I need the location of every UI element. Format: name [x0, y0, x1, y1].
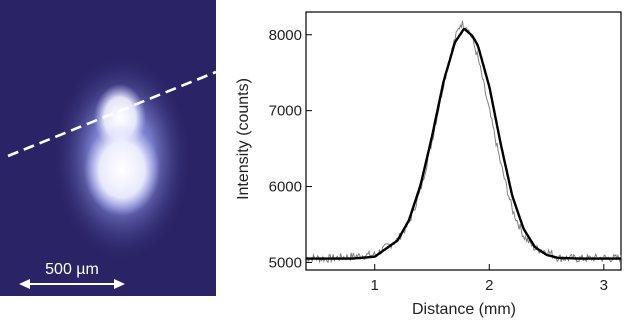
scale-bar: 500 µm — [19, 261, 125, 289]
plot-frame — [305, 11, 622, 271]
x-tick-label: 2 — [485, 277, 493, 294]
plot-border — [305, 11, 622, 271]
x-tick-label: 3 — [600, 277, 608, 294]
profile-dashed-line — [7, 70, 217, 158]
y-axis-title: Intensity (counts) — [235, 78, 252, 200]
x-axis-title: Distance (mm) — [412, 301, 516, 318]
measured-profile-line — [305, 20, 622, 264]
y-tick-label: 7000 — [269, 103, 302, 120]
gaussian-fit-line — [306, 27, 621, 260]
scale-bar-label: 500 µm — [45, 261, 99, 278]
scale-bar-arrow-right — [114, 279, 125, 289]
y-tick-label: 8000 — [269, 27, 302, 44]
y-tick-label: 6000 — [269, 179, 302, 196]
y-axis-ticks: 5000 6000 7000 8000 — [269, 27, 312, 271]
scale-bar-arrow-left — [19, 279, 30, 289]
x-tick-label: 1 — [371, 277, 379, 294]
chart: 1 2 3 5000 6000 7000 8000 Distance (mm) Inten… — [235, 11, 622, 318]
y-tick-label: 5000 — [269, 254, 302, 271]
bright-core-lower — [84, 124, 160, 216]
x-axis-ticks: 1 2 3 — [371, 264, 608, 294]
image-panel: 500 µm — [0, 0, 217, 296]
